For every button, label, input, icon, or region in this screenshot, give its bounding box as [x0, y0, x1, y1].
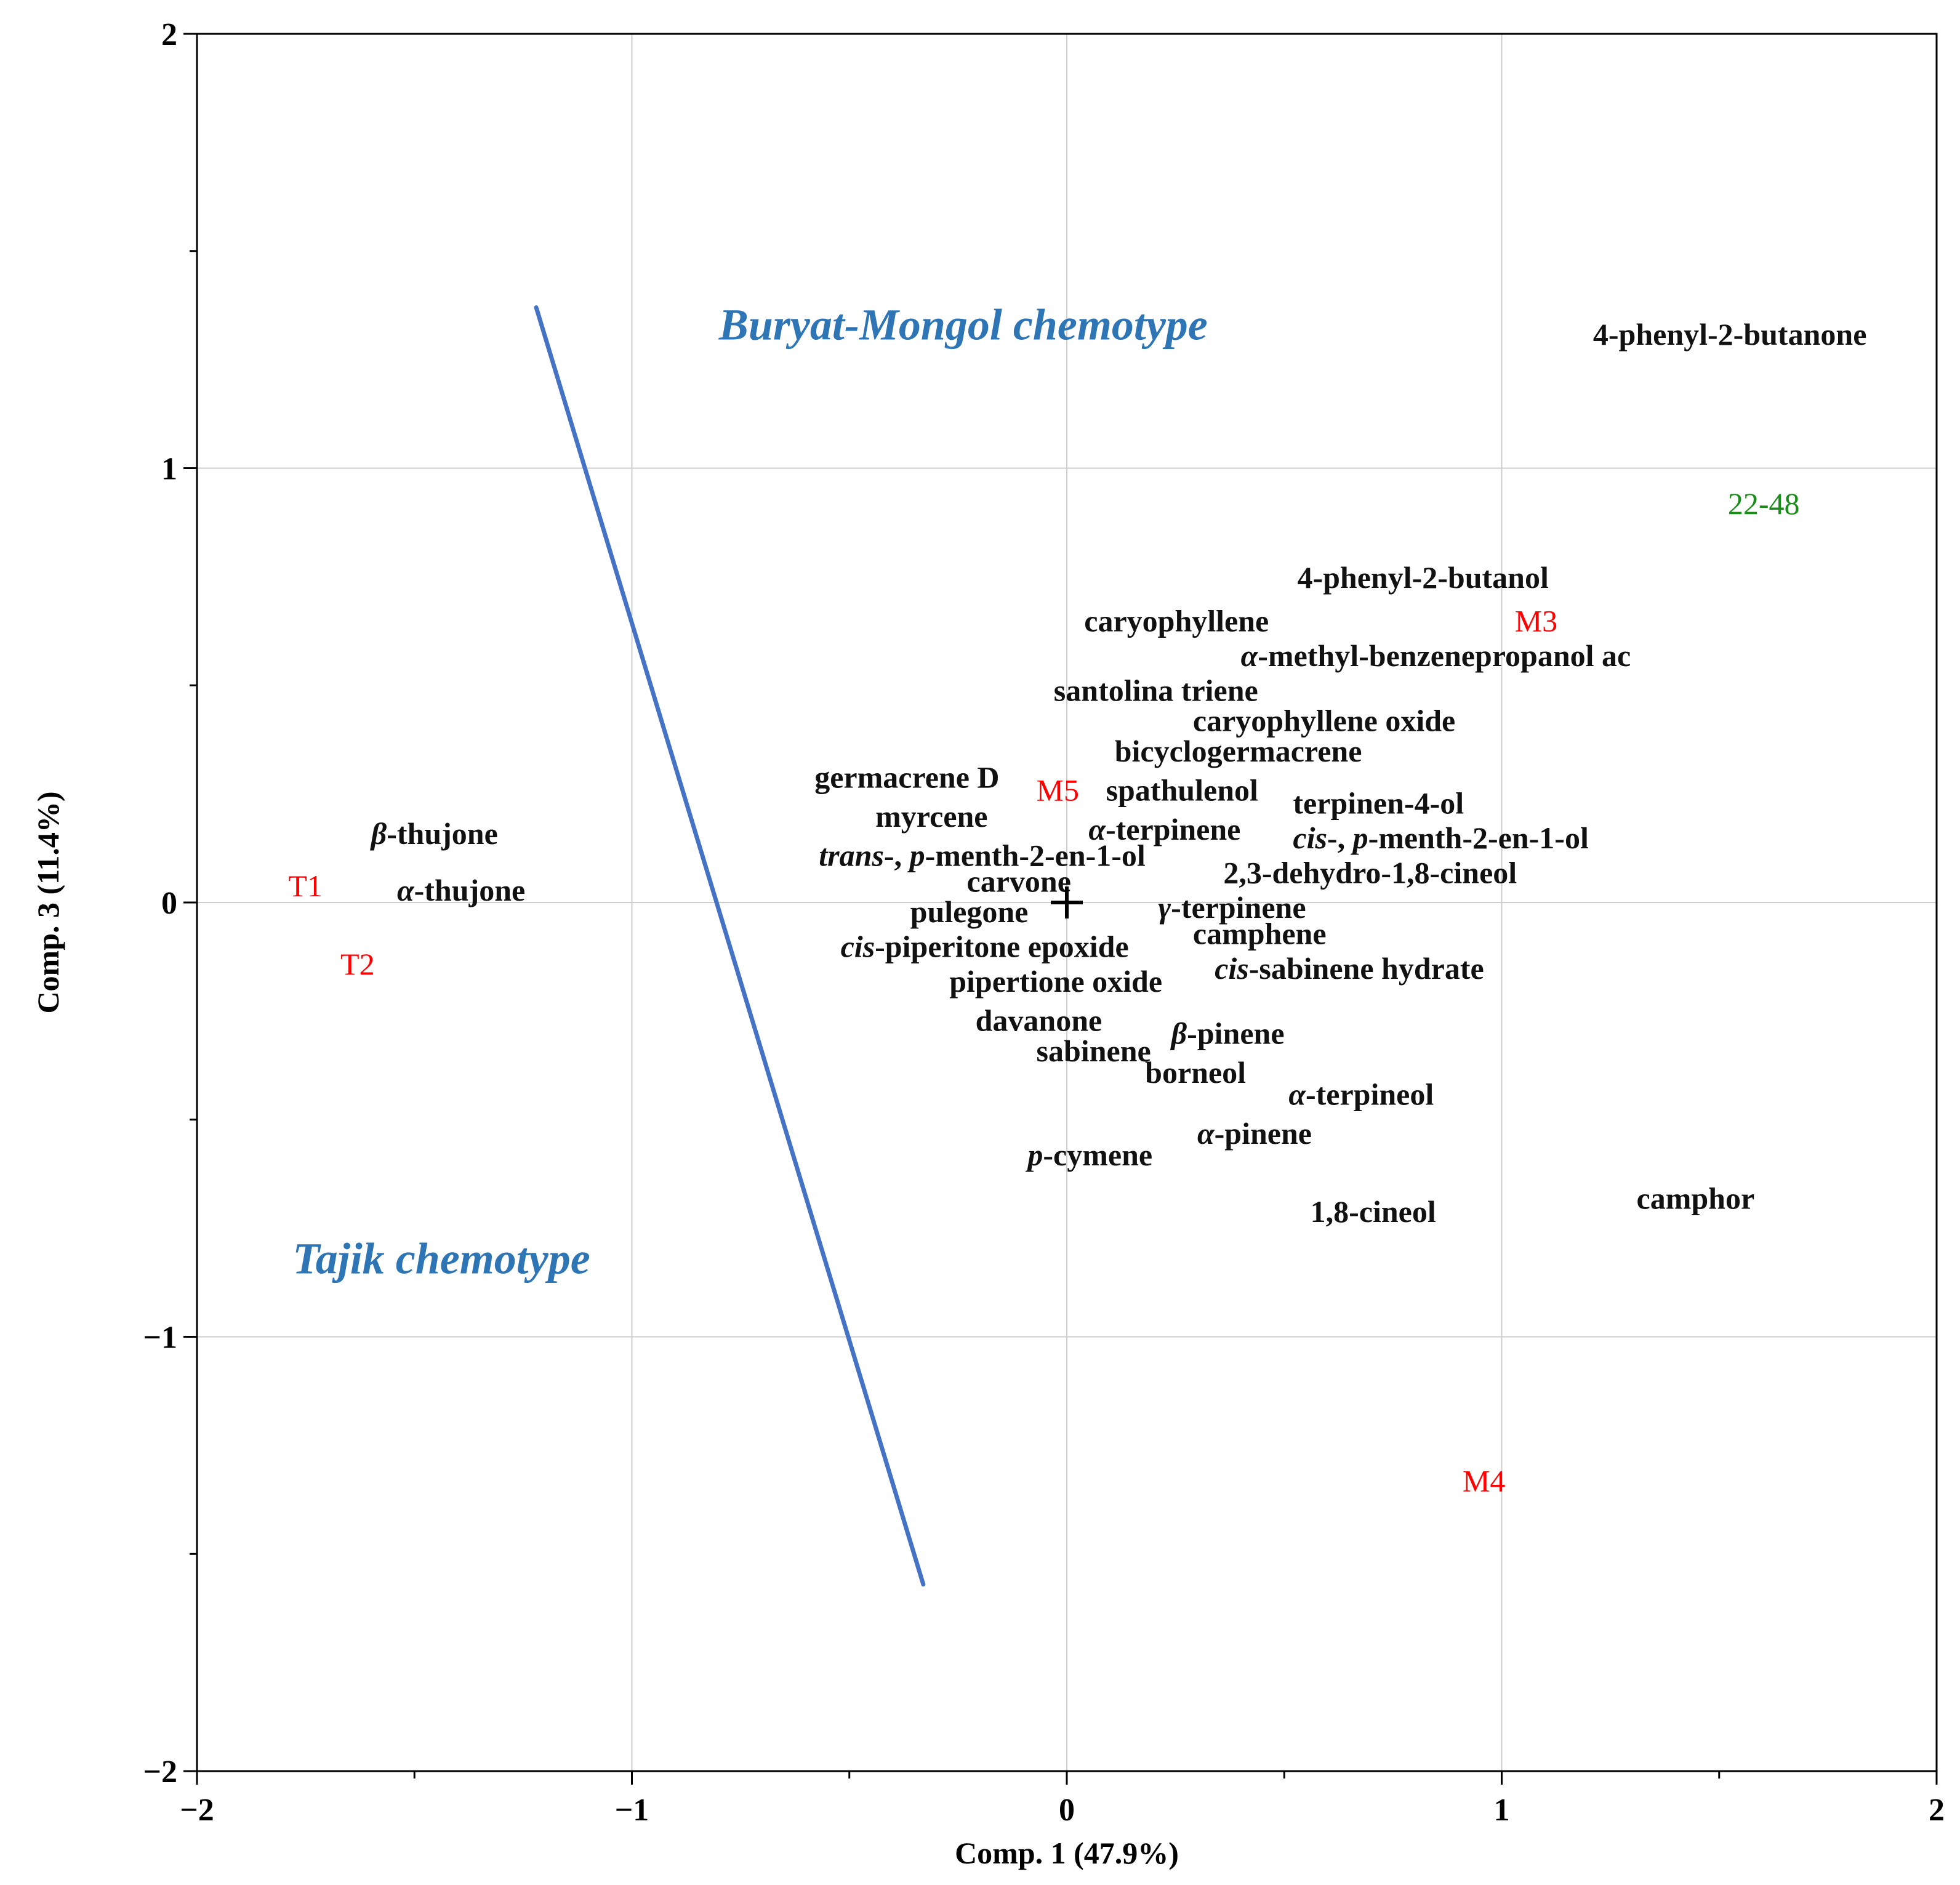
x-tick-label: 0: [1059, 1793, 1075, 1828]
variable-label: caryophyllene oxide: [1193, 704, 1455, 738]
variable-label: bicyclogermacrene: [1115, 734, 1362, 768]
x-tick-label: 1: [1494, 1793, 1510, 1828]
variable-label: pulegone: [910, 894, 1029, 929]
variable-label: sabinene: [1037, 1034, 1151, 1068]
variable-label: santolina triene: [1054, 673, 1258, 707]
variable-label: terpinen-4-ol: [1293, 786, 1464, 821]
y-axis-title: Comp. 3 (11.4%): [31, 791, 65, 1013]
observation-label: 22-48: [1728, 486, 1800, 521]
variable-label: cis-sabinene hydrate: [1215, 951, 1484, 986]
y-tick-label: −2: [143, 1754, 177, 1790]
y-tick-label: 1: [161, 452, 177, 487]
variable-labels: 4-phenyl-2-butanone 4-phenyl-2-butanol car…: [370, 317, 1867, 1229]
variable-label: trans-, p-menth-2-en-1-ol: [819, 838, 1146, 872]
x-axis-title: Comp. 1 (47.9%): [955, 1836, 1179, 1870]
variable-label: 4-phenyl-2-butanone: [1593, 317, 1867, 352]
x-tick-label: 2: [1929, 1793, 1945, 1828]
variable-label: cis-, p-menth-2-en-1-ol: [1293, 821, 1589, 855]
variable-label: 2,3-dehydro-1,8-cineol: [1223, 856, 1517, 890]
variable-label: 4-phenyl-2-butanol: [1297, 560, 1549, 595]
x-tick-label: −1: [615, 1793, 649, 1828]
axis-ticks: −2 −1 0 1 2 −2 −1 0 1 2: [143, 17, 1945, 1828]
observation-label: M4: [1463, 1463, 1505, 1498]
variable-label: camphor: [1637, 1181, 1755, 1216]
variable-label: davanone: [976, 1003, 1102, 1037]
variable-label: borneol: [1145, 1055, 1246, 1090]
chemotype-separator-line: [534, 305, 926, 1587]
variable-label: caryophyllene: [1084, 603, 1269, 638]
variable-label: β-thujone: [370, 816, 498, 851]
variable-label: carvone: [967, 864, 1071, 899]
y-tick-label: 2: [161, 17, 177, 52]
variable-label: myrcene: [875, 799, 987, 834]
variable-label: α-terpinene: [1088, 812, 1240, 846]
observation-label: T2: [340, 947, 375, 981]
observation-label: M5: [1037, 773, 1079, 808]
variable-label: camphene: [1193, 916, 1327, 951]
variable-label: γ-terpinene: [1158, 890, 1306, 925]
group-label: Tajik chemotype: [292, 1234, 590, 1284]
variable-label: β-pinene: [1170, 1016, 1285, 1051]
variable-label: pipertione oxide: [949, 964, 1162, 999]
x-tick-label: −2: [180, 1793, 214, 1828]
observation-label: M3: [1515, 603, 1557, 638]
group-label: Buryat-Mongol chemotype: [718, 300, 1208, 350]
variable-label: α-methyl-benzenepropanol ac: [1241, 638, 1631, 673]
variable-label: α-terpineol: [1288, 1077, 1434, 1111]
variable-label: p-cymene: [1025, 1138, 1152, 1172]
variable-label: α-thujone: [397, 873, 525, 907]
variable-label: cis-piperitone epoxide: [841, 930, 1129, 964]
group-labels: Buryat-Mongol chemotype Tajik chemotype: [292, 300, 1207, 1284]
y-tick-label: 0: [161, 886, 177, 921]
observation-labels: T1 T2 M5 M3 M4 22-48: [288, 486, 1799, 1498]
variable-label: spathulenol: [1106, 773, 1258, 808]
variable-label: germacrene D: [814, 760, 999, 794]
variable-label: α-pinene: [1197, 1116, 1312, 1151]
separator: [534, 305, 926, 1587]
origin-marker: [1051, 886, 1083, 918]
variable-label: 1,8-cineol: [1311, 1194, 1436, 1229]
observation-label: T1: [288, 869, 323, 903]
y-tick-label: −1: [143, 1320, 177, 1356]
